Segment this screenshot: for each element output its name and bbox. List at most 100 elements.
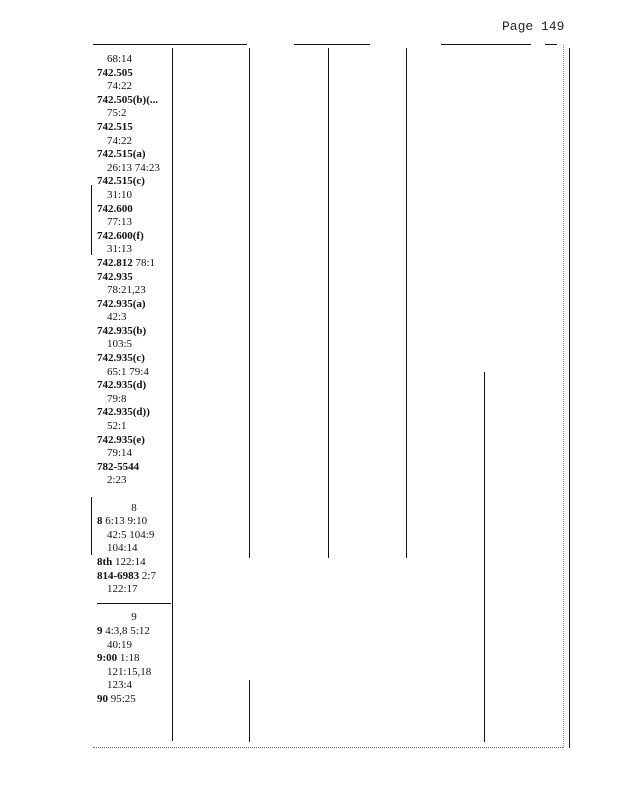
page-line-refs: 2:7 [139, 569, 156, 582]
index-line: 74:22 [97, 135, 171, 149]
index-term: 8th [97, 555, 113, 568]
page-line-refs: 122:14 [112, 555, 146, 568]
index-line: 121:15,18 [97, 666, 171, 680]
page-line-refs: 31:10 [107, 188, 133, 201]
index-line: 742.935(d)) [97, 406, 171, 420]
index-line: 65:1 79:4 [97, 366, 171, 380]
index-term: 9 [97, 624, 103, 637]
section-divider [97, 602, 171, 612]
index-term: 90 [97, 692, 108, 705]
index-term: 742.515(a) [97, 148, 146, 161]
index-line: 8th 122:14 [97, 556, 171, 570]
page-line-refs: 31:13 [107, 243, 133, 256]
page-line-refs: 79:8 [107, 392, 127, 405]
page-line-refs: 121:15,18 [107, 665, 152, 678]
page-line-refs: 123:4 [107, 679, 133, 692]
index-line: 9:00 1:18 [97, 652, 171, 666]
index-line: 122:17 [97, 583, 171, 597]
index-term: 742.515(c) [97, 175, 145, 188]
page-number: Page 149 [502, 19, 565, 34]
index-line: 77:13 [97, 216, 171, 230]
index-line: 75:2 [97, 107, 171, 121]
page-line-refs: 103:5 [107, 338, 133, 351]
column-divider [569, 48, 570, 748]
page-line-refs: 79:14 [107, 447, 133, 460]
index-line: 9 4:3,8 5:12 [97, 625, 171, 639]
index-term: 8 [97, 515, 103, 528]
index-term: 742.812 [97, 256, 133, 269]
index-term: 742.600 [97, 202, 133, 215]
index-line: 742.935(a) [97, 298, 171, 312]
index-line: 31:10 [97, 189, 171, 203]
bottom-rule [93, 747, 563, 748]
index-line: 742.600 [97, 203, 171, 217]
page-line-refs: 65:1 79:4 [107, 365, 149, 378]
index-line: 42:5 104:9 [97, 529, 171, 543]
page-line-refs: 52:1 [107, 420, 127, 433]
index-line [97, 488, 171, 502]
index-line: 782-5544 [97, 461, 171, 475]
page-line-refs: 9 [131, 611, 137, 624]
index-term: 9:00 [97, 652, 118, 665]
index-term: 742.935(c) [97, 352, 145, 365]
index-line: 742.935(d) [97, 379, 171, 393]
index-letter-heading: 9 [97, 611, 171, 625]
page-line-refs: 78:21,23 [107, 284, 146, 297]
index-term: 742.600(f) [97, 229, 144, 242]
index-line: 74:22 [97, 80, 171, 94]
column-divider [91, 497, 92, 555]
column-divider [249, 680, 250, 742]
index-line: 742.505 [97, 67, 171, 81]
index-line: 78:21,23 [97, 284, 171, 298]
index-line: 742.812 78:1 [97, 257, 171, 271]
page-line-refs: 104:14 [107, 542, 138, 555]
index-line: 123:4 [97, 679, 171, 693]
column-divider [406, 48, 407, 558]
page-line-refs: 8 [131, 501, 137, 514]
index-line: 742.935(e) [97, 434, 171, 448]
index-line: 104:14 [97, 542, 171, 556]
index-line: 8 6:13 9:10 [97, 515, 171, 529]
index-term: 742.515 [97, 120, 133, 133]
index-line: 742.935(b) [97, 325, 171, 339]
page-line-refs: 78:1 [132, 256, 156, 269]
page-line-refs: 2:23 [107, 474, 127, 487]
index-term: 742.935(d) [97, 379, 147, 392]
page-line-refs: 77:13 [107, 216, 133, 229]
page-line-refs: 74:22 [107, 134, 133, 147]
index-line: 742.600(f) [97, 230, 171, 244]
index-line: 42:3 [97, 311, 171, 325]
index-line: 90 95:25 [97, 693, 171, 707]
index-term: 742.935(e) [97, 433, 145, 446]
index-line: 68:14 [97, 53, 171, 67]
index-line: 742.935 [97, 271, 171, 285]
index-term: 742.935 [97, 270, 133, 283]
column-divider [91, 185, 92, 255]
scan-edge [563, 45, 564, 748]
page-line-refs: 95:25 [108, 692, 136, 705]
column-rule [294, 44, 370, 45]
column-rule [93, 44, 247, 45]
index-term: 742.935(a) [97, 297, 146, 310]
index-line: 2:23 [97, 474, 171, 488]
index-line: 52:1 [97, 420, 171, 434]
column-divider [249, 48, 250, 558]
page-line-refs: 42:5 104:9 [107, 528, 155, 541]
column-rule [545, 44, 557, 45]
page-line-refs: 40:19 [107, 638, 133, 651]
column-rule [441, 44, 531, 45]
index-term: 742.935(b) [97, 324, 147, 337]
index-line: 79:8 [97, 393, 171, 407]
page-line-refs: 26:13 74:23 [107, 161, 160, 174]
page-line-refs: 42:3 [107, 311, 127, 324]
index-term: 742.935(d)) [97, 406, 150, 419]
index-term: 782-5544 [97, 460, 140, 473]
index-line: 742.515(c) [97, 175, 171, 189]
index-line: 79:14 [97, 447, 171, 461]
index-line: 814-6983 2:7 [97, 570, 171, 584]
page-line-refs: 68:14 [107, 53, 133, 65]
index-line: 26:13 74:23 [97, 162, 171, 176]
page-line-refs: 1:18 [117, 652, 140, 665]
column-divider [328, 48, 329, 558]
page-line-refs: 4:3,8 5:12 [102, 624, 150, 637]
